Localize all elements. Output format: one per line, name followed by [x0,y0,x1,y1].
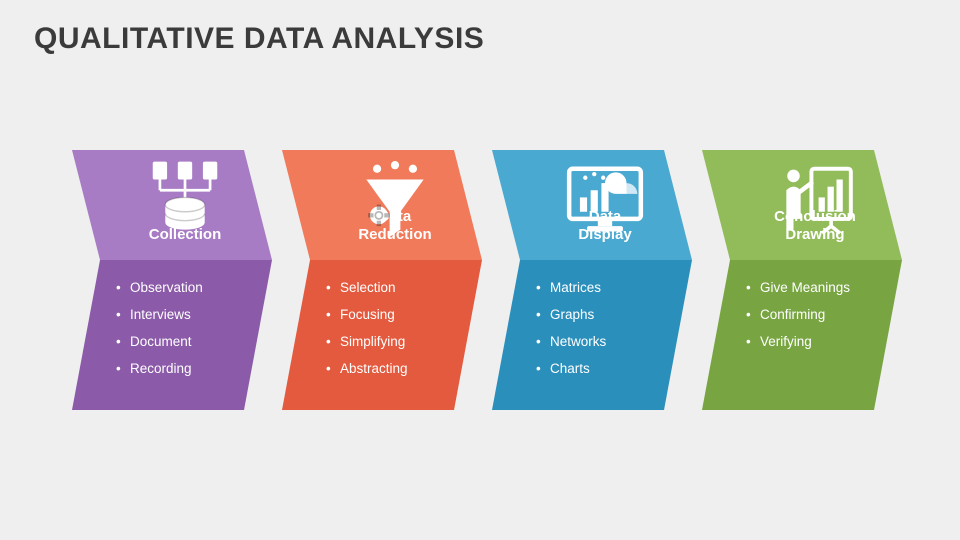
page-title: QUALITATIVE DATA ANALYSIS [34,22,484,56]
step-body: MatricesGraphsNetworksCharts [492,260,692,410]
step-header: DataReduction [282,150,482,260]
step-item: Give Meanings [746,274,894,301]
step-item: Matrices [536,274,684,301]
step-item: Focusing [326,301,474,328]
process-step-4: ConclusionDrawing Give MeaningsConfirmin… [702,150,902,410]
step-item: Confirming [746,301,894,328]
step-item: Observation [116,274,264,301]
step-item: Selection [326,274,474,301]
step-item: Recording [116,355,264,382]
step-item: Graphs [536,301,684,328]
step-item: Verifying [746,328,894,355]
step-item: Simplifying [326,328,474,355]
step-header: ConclusionDrawing [702,150,902,260]
step-item: Interviews [116,301,264,328]
step-item: Networks [536,328,684,355]
process-step-1: DataCollection ObservationInterviewsDocu… [72,150,272,410]
step-body: ObservationInterviewsDocumentRecording [72,260,272,410]
process-step-2: DataReduction SelectionFocusingSimplifyi… [282,150,482,410]
step-item-list: MatricesGraphsNetworksCharts [536,274,684,382]
step-header: DataDisplay [492,150,692,260]
step-item-list: SelectionFocusingSimplifyingAbstracting [326,274,474,382]
step-item: Document [116,328,264,355]
step-item-list: Give MeaningsConfirmingVerifying [746,274,894,355]
step-body: SelectionFocusingSimplifyingAbstracting [282,260,482,410]
step-item: Charts [536,355,684,382]
step-body: Give MeaningsConfirmingVerifying [702,260,902,410]
process-step-3: DataDisplay MatricesGraphsNetworksCharts [492,150,692,410]
process-flow: DataCollection ObservationInterviewsDocu… [72,150,912,410]
step-header: DataCollection [72,150,272,260]
step-item: Abstracting [326,355,474,382]
step-item-list: ObservationInterviewsDocumentRecording [116,274,264,382]
